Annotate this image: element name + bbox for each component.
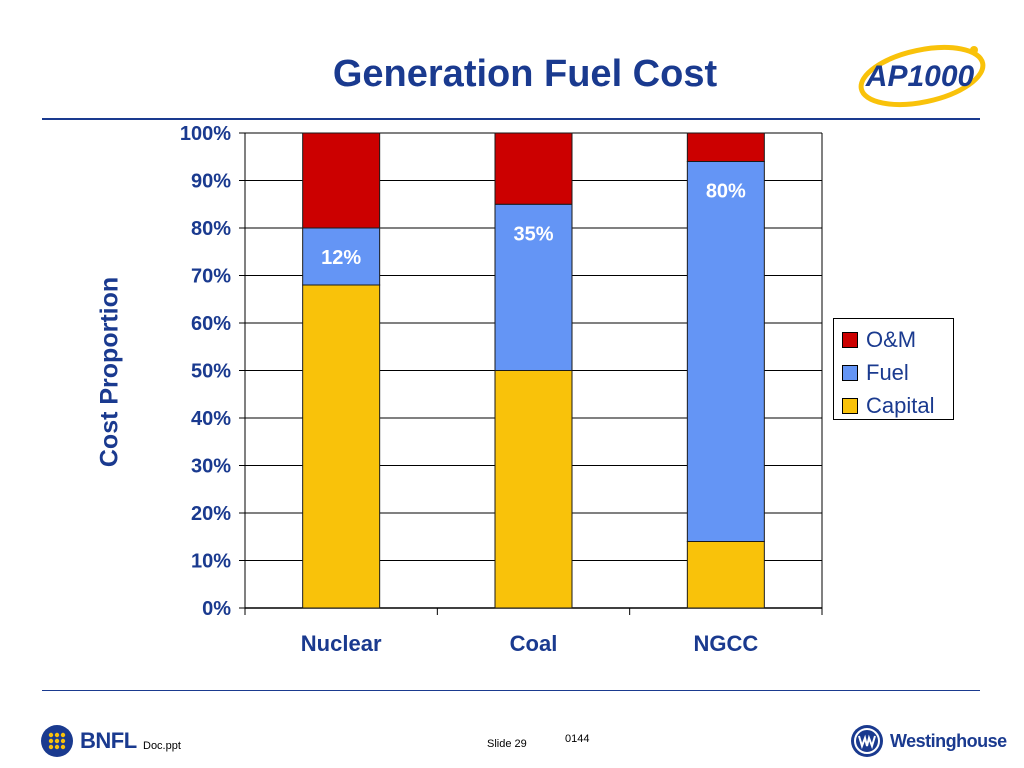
x-category-label: Nuclear (301, 631, 382, 656)
y-tick-label: 10% (191, 551, 231, 573)
bar-segment-fuel (494, 203, 573, 371)
legend-label-fuel: Fuel (866, 359, 909, 385)
chart-legend: O&M Fuel Capital (833, 318, 954, 420)
bar-segment-capital (494, 370, 573, 609)
y-tick-label: 100% (180, 123, 231, 145)
y-tick-label: 80% (191, 218, 231, 240)
slide-number: Slide 29 (487, 738, 527, 750)
y-tick-label: 60% (191, 313, 231, 335)
legend-item-om: O&M (842, 323, 953, 356)
westinghouse-logo-text: Westinghouse (890, 730, 1007, 751)
legend-swatch-capital (842, 397, 858, 414)
y-tick-label: 0% (202, 598, 231, 620)
westinghouse-logo-mark-icon (851, 725, 883, 757)
bar-segment-capital (302, 284, 381, 609)
y-tick-label: 70% (191, 266, 231, 288)
data-label: 35% (513, 223, 553, 245)
footer-rule (42, 690, 980, 691)
bar-segment-fuel (686, 161, 765, 542)
data-label: 12% (321, 247, 361, 269)
bar-segment-om (494, 132, 573, 205)
bar-segment-capital (686, 541, 765, 609)
slide-code: 0144 (565, 733, 590, 745)
ap1000-logo: AP1000 (858, 44, 986, 108)
bnfl-logo: BNFL (40, 722, 137, 760)
slide-title: Generation Fuel Cost (332, 53, 718, 95)
legend-swatch-fuel (842, 364, 858, 381)
y-tick-label: 50% (191, 361, 231, 383)
y-tick-label: 90% (191, 171, 231, 193)
legend-swatch-om (842, 331, 858, 348)
bar-segment-fuel (302, 227, 381, 286)
legend-item-capital: Capital (842, 389, 953, 422)
x-category-label: NGCC (693, 631, 758, 656)
westinghouse-logo: Westinghouse (850, 722, 1007, 760)
bar-segment-om (302, 132, 381, 229)
ap1000-logo-text: AP1000 (865, 60, 975, 93)
bnfl-logo-text: BNFL (80, 728, 137, 753)
stacked-bar-chart: 0% 10% 20% 30% 40% 50% 60% 70% 80% 90% 100% 12% Nucl… (180, 123, 823, 656)
legend-item-fuel: Fuel (842, 356, 953, 389)
y-tick-label: 30% (191, 456, 231, 478)
legend-label-om: O&M (866, 326, 917, 352)
legend-label-capital: Capital (866, 392, 935, 418)
bar-segment-om (686, 132, 765, 162)
doc-label: Doc.ppt (143, 740, 181, 752)
x-category-label: Coal (510, 631, 558, 656)
bnfl-logo-mark-icon (41, 725, 73, 757)
y-tick-label: 40% (191, 408, 231, 430)
y-tick-label: 20% (191, 503, 231, 525)
header-rule (42, 118, 980, 120)
data-label: 80% (706, 181, 746, 203)
